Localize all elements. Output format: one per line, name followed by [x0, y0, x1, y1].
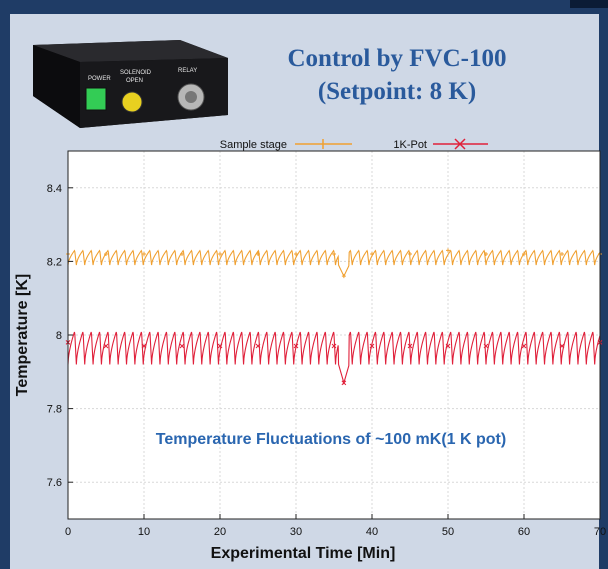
- y-tick-label: 7.8: [47, 404, 62, 416]
- y-tick-label: 8: [56, 330, 62, 342]
- slide-title: Control by FVC-100: [288, 45, 507, 72]
- one-k-pot-data-point: [559, 343, 565, 349]
- legend: Sample stage 1K-Pot: [220, 138, 488, 151]
- device-open-label: OPEN: [126, 78, 143, 84]
- sample-stage-data-point: [446, 248, 450, 253]
- x-tick-label: 20: [214, 526, 226, 538]
- sample-stage-data-point: [218, 252, 222, 257]
- x-tick-label: 10: [138, 526, 150, 538]
- x-tick-label: 0: [65, 526, 71, 538]
- sample-stage-data-point: [522, 252, 526, 257]
- y-tick-label: 7.6: [47, 477, 62, 489]
- one-k-pot-data-point: [255, 343, 261, 349]
- sample-stage-data-point: [256, 252, 260, 257]
- slide-subtitle: (Setpoint: 8 K): [318, 78, 476, 105]
- legend-1k-pot-x-marker: [454, 138, 466, 150]
- sample-stage-data-point: [484, 252, 488, 257]
- sample-stage-data-point: [104, 252, 108, 257]
- solenoid-button-icon: [121, 91, 143, 113]
- y-tick-label: 8.2: [47, 256, 62, 268]
- sample-stage-data-point: [142, 252, 146, 257]
- x-tick-label: 40: [366, 526, 378, 538]
- sample-stage-series-line: [67, 249, 601, 278]
- y-tick-label: 8.4: [47, 183, 62, 195]
- sample-stage-data-point: [560, 252, 564, 257]
- tick-layer: 0 10 20 30 40 50 60 70 7.6 7.8 8 8.2 8.4: [47, 183, 606, 538]
- sample-stage-data-point: [408, 252, 412, 257]
- corner-tab: [570, 0, 608, 8]
- one-k-pot-data-point: [217, 343, 223, 349]
- y-axis-label: Temperature [K]: [14, 274, 31, 396]
- one-k-pot-data-point: [369, 343, 375, 349]
- one-k-pot-data-point: [445, 343, 451, 349]
- one-k-pot-data-point: [341, 380, 347, 386]
- one-k-pot-data-point: [331, 343, 337, 349]
- device-solenoid-label: SOLENOID: [120, 70, 152, 76]
- legend-1k-pot-label: 1K-Pot: [393, 139, 427, 151]
- one-k-pot-data-point: [293, 343, 299, 349]
- fvc-100-device-photo: POWER SOLENOID OPEN RELAY: [33, 40, 228, 128]
- x-tick-label: 60: [518, 526, 530, 538]
- legend-1k-pot-marker: [454, 138, 466, 150]
- sample-stage-data-point: [180, 252, 184, 257]
- device-relay-label: RELAY: [178, 68, 197, 74]
- x-axis-label: Experimental Time [Min]: [211, 545, 396, 562]
- one-k-pot-data-point: [483, 343, 489, 349]
- sample-stage-data-point: [332, 252, 336, 257]
- fluctuation-annotation: Temperature Fluctuations of ~100 mK(1 K …: [156, 431, 506, 448]
- x-tick-label: 30: [290, 526, 302, 538]
- sample-stage-data-point: [294, 252, 298, 257]
- legend-sample-stage-label: Sample stage: [220, 139, 287, 151]
- device-power-label: POWER: [88, 76, 111, 82]
- series-layer: [65, 248, 603, 386]
- x-tick-label: 70: [594, 526, 606, 538]
- one-k-pot-data-point: [521, 343, 527, 349]
- sample-stage-data-point: [370, 252, 374, 257]
- one-k-pot-data-point: [179, 343, 185, 349]
- sample-stage-data-point: [341, 274, 346, 279]
- x-tick-label: 50: [442, 526, 454, 538]
- one-k-pot-data-point: [141, 343, 147, 349]
- one-k-pot-data-point: [407, 343, 413, 349]
- one-k-pot-series-line: [67, 331, 601, 385]
- one-k-pot-data-point: [103, 343, 109, 349]
- power-switch-icon: [85, 87, 107, 111]
